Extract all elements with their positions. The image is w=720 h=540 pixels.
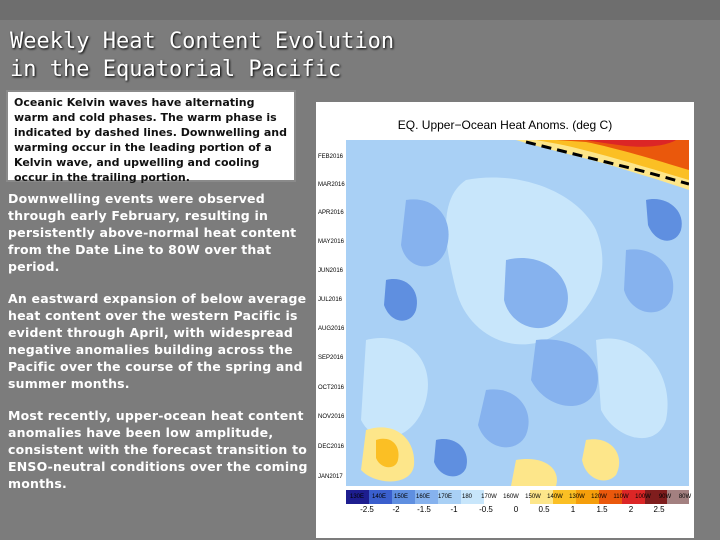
slide-title-line2: in the Equatorial Pacific xyxy=(10,57,342,82)
x-label-130w: 130W xyxy=(569,494,585,500)
y-label-mar2016: MAR2016 xyxy=(318,182,345,188)
y-label-nov2016: NOV2016 xyxy=(318,414,345,420)
paragraph-eastward-expansion: An eastward expansion of below average h… xyxy=(8,291,307,391)
cbar-tick-0-5: 0.5 xyxy=(538,505,550,514)
x-label-80w: 80W xyxy=(678,494,692,500)
y-label-jan2017: JAN2017 xyxy=(318,474,343,480)
y-label-dec2016: DEC2016 xyxy=(318,444,345,450)
y-label-sep2016: SEP2016 xyxy=(318,355,344,361)
kelvin-wave-note: Oceanic Kelvin waves have alternating wa… xyxy=(6,90,296,184)
cbar-tick-minus1-5: -1.5 xyxy=(417,505,431,514)
y-label-aug2016: AUG2016 xyxy=(318,326,345,332)
paragraph-recent: Most recently, upper-ocean heat content … xyxy=(8,408,308,491)
x-label-140w: 140W xyxy=(547,494,563,500)
cbar-tick-minus0-5: -0.5 xyxy=(479,505,493,514)
x-label-100w: 100W xyxy=(635,494,651,500)
slide-title: Weekly Heat Content Evolution in the Equ… xyxy=(10,28,610,84)
x-label-120w: 120W xyxy=(591,494,607,500)
cbar-tick-0: 0 xyxy=(513,505,519,514)
cbar-tick-1-5: 1.5 xyxy=(596,505,608,514)
x-label-160w: 160W xyxy=(503,494,519,500)
x-label-90w: 90W xyxy=(658,494,672,500)
cbar-tick-2-5: 2.5 xyxy=(653,505,665,514)
anomaly-map xyxy=(346,140,689,486)
y-label-feb2016: FEB2016 xyxy=(318,154,344,160)
cbar-tick-minus2-5: -2.5 xyxy=(360,505,374,514)
cbar-tick-minus1: -1 xyxy=(450,505,458,514)
heat-content-hovmoller-figure: EQ. Upper−Ocean Heat Anoms. (deg C) FEB2… xyxy=(316,102,694,538)
slide-title-line1: Weekly Heat Content Evolution xyxy=(10,29,395,54)
x-label-130e: 130E xyxy=(349,494,364,500)
y-label-jun2016: JUN2016 xyxy=(318,268,344,274)
figure-title: EQ. Upper−Ocean Heat Anoms. (deg C) xyxy=(397,118,613,132)
paragraph-downwelling: Downwelling events were observed through… xyxy=(8,191,297,274)
cbar-tick-2: 2 xyxy=(628,505,634,514)
colorbar xyxy=(346,490,689,504)
x-label-150w: 150W xyxy=(525,494,541,500)
y-label-apr2016: APR2016 xyxy=(318,210,344,216)
x-label-180: 180 xyxy=(461,494,472,500)
top-band xyxy=(0,0,720,20)
x-label-170w: 170W xyxy=(481,494,497,500)
cbar-tick-1: 1 xyxy=(570,505,576,514)
y-label-may2016: MAY2016 xyxy=(318,239,344,245)
cbar-tick-minus2: -2 xyxy=(392,505,400,514)
y-label-jul2016: JUL2016 xyxy=(318,297,343,303)
x-label-110w: 110W xyxy=(613,494,629,500)
x-label-140e: 140E xyxy=(371,494,386,500)
x-label-170e: 170E xyxy=(437,494,452,500)
y-label-oct2016: OCT2016 xyxy=(318,385,345,391)
x-label-150e: 150E xyxy=(393,494,408,500)
x-label-160e: 160E xyxy=(415,494,430,500)
